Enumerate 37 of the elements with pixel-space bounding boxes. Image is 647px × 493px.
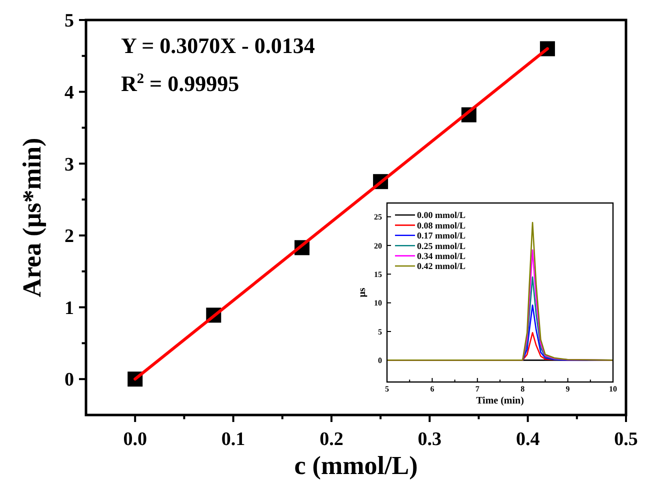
y-tick-label: 20	[374, 241, 382, 250]
x-tick-label: 8	[520, 384, 525, 394]
y-tick-label: 3	[64, 154, 74, 176]
y-tick-label: 2	[64, 226, 74, 248]
legend-label: 0.17 mmol/L	[417, 230, 466, 241]
x-tick-label: 0.2	[320, 428, 344, 450]
y-axis-title: Area (μs*min)	[17, 138, 46, 298]
y-tick-label: 5	[64, 10, 74, 32]
x-tick-label: 0.1	[221, 428, 246, 450]
x-tick-label: 5	[385, 384, 389, 394]
y-tick-label: 1	[64, 298, 74, 319]
y-tick-label: 5	[378, 327, 382, 336]
x-tick-label: 0.4	[516, 428, 540, 450]
y-tick-label: 15	[374, 270, 382, 279]
y-tick-label: 10	[374, 298, 382, 308]
annotation: R$^{2}$ = 0.99995	[121, 71, 240, 96]
x-tick-label: 10	[609, 384, 617, 394]
x-tick-label: 0.0	[123, 428, 147, 450]
y-tick-label: 25	[374, 212, 382, 222]
legend-label: 0.34 mmol/L	[417, 250, 466, 261]
x-tick-label: 0.5	[614, 428, 638, 450]
x-tick-label: 9	[566, 384, 570, 394]
x-axis-title: c (mmol/L)	[294, 451, 418, 480]
legend-label: 0.00 mmol/L	[417, 210, 466, 220]
legend-label: 0.08 mmol/L	[417, 220, 466, 230]
legend-label: 0.25 mmol/L	[417, 240, 466, 251]
x-tick-label: 6	[430, 384, 434, 394]
x-tick-label: 7	[475, 384, 480, 394]
legend-label: 0.42 mmol/L	[417, 261, 466, 272]
annotation: Y = 0.3070X - 0.0134	[121, 33, 315, 58]
y-axis-title: μs	[357, 288, 368, 298]
y-tick-label: 0	[64, 370, 74, 391]
x-axis-title: Time (min)	[476, 395, 524, 406]
y-tick-label: 4	[64, 82, 74, 104]
x-tick-label: 0.3	[418, 428, 442, 450]
line-series	[387, 222, 613, 361]
y-tick-label: 0	[378, 356, 382, 365]
